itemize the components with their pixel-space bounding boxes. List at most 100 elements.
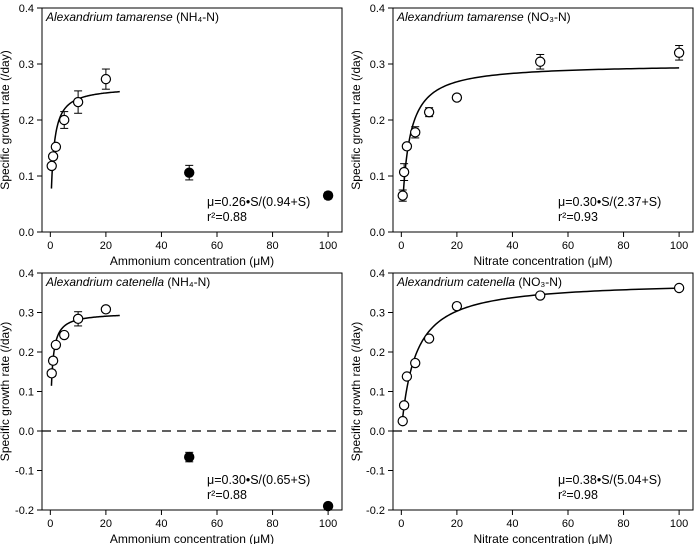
y-tick-label: 0.4 — [19, 268, 34, 280]
panel-title-nutrient: (NO₃-N) — [524, 10, 571, 24]
x-tick-label: 100 — [319, 240, 337, 252]
y-axis-label: Specific growth rate (/day) — [349, 50, 363, 189]
data-point-open — [410, 357, 421, 369]
y-tick-label: 0.0 — [19, 227, 34, 239]
data-point-filled — [322, 500, 334, 512]
y-tick-label: 0.3 — [19, 308, 34, 320]
data-point-open — [535, 56, 546, 67]
y-tick-label: 0.4 — [370, 3, 385, 15]
data-point-filled — [184, 167, 195, 178]
y-tick-label: 0.1 — [19, 171, 34, 183]
panel-title-species: Alexandrium catenella — [396, 275, 515, 289]
y-tick-label: 0.3 — [19, 59, 34, 71]
data-point-open — [410, 127, 421, 138]
data-point-open — [50, 141, 62, 153]
chart-panel-2: 0 20 40 60 80 100 0.0 0.1 0.2 0.3 0.4 Nitrate conce… — [349, 3, 694, 268]
x-tick-label: 80 — [617, 518, 629, 530]
x-tick-label: 80 — [617, 240, 629, 252]
panel-title-nutrient: (NO₃-N) — [515, 275, 562, 289]
data-point-filled — [184, 451, 195, 463]
x-tick-label: 20 — [100, 240, 112, 252]
y-tick-label: 0.4 — [19, 3, 34, 15]
panel-title-species: Alexandrium tamarense — [396, 10, 524, 24]
data-point-open — [398, 400, 410, 411]
data-point-open — [673, 47, 685, 59]
y-tick-label: 0.0 — [370, 426, 385, 438]
x-tick-label: 0 — [47, 518, 53, 530]
panel-title-species: Alexandrium catenella — [45, 275, 164, 289]
data-point-open — [100, 304, 112, 315]
fit-equation: μ=0.30•S/(2.37+S) — [558, 195, 661, 209]
chart-panel-1: 0 20 40 60 80 100 0.0 0.1 0.2 0.3 0.4 Ammonium conc… — [0, 3, 343, 268]
data-point-open — [59, 114, 70, 126]
x-tick-label: 0 — [47, 240, 53, 252]
x-tick-label: 80 — [266, 518, 278, 530]
panel-title: Alexandrium catenella (NH₄-N) — [45, 275, 210, 289]
panel-title: Alexandrium catenella (NO₃-N) — [396, 275, 562, 289]
y-tick-label: 0.0 — [19, 426, 34, 438]
data-point-open — [100, 73, 112, 85]
x-tick-label: 40 — [506, 240, 518, 252]
fit-equation: μ=0.30•S/(0.65+S) — [207, 473, 310, 487]
y-tick-label: 0.2 — [19, 115, 34, 127]
data-point-open — [451, 92, 463, 103]
x-tick-label: 0 — [398, 240, 404, 252]
x-axis-label: Ammonium concentration (μM) — [110, 532, 274, 544]
x-tick-label: 40 — [506, 518, 518, 530]
data-point-open — [423, 106, 435, 118]
data-point-open — [46, 160, 57, 172]
fit-equation: μ=0.38•S/(5.04+S) — [558, 473, 661, 487]
y-axis-label: Specific growth rate (/day) — [349, 322, 363, 461]
fit-r-squared: r²=0.93 — [558, 210, 598, 224]
x-tick-label: 60 — [562, 240, 574, 252]
x-axis-label: Nitrate concentration (μM) — [474, 254, 613, 268]
data-point-open — [451, 300, 463, 312]
data-point-open — [46, 368, 57, 379]
chart-panel-4: 0 20 40 60 80 100 -0.2 -0.1 0.0 0.1 0.2 0.3 0.4 Nitra… — [349, 268, 694, 544]
fit-curve — [402, 67, 680, 199]
x-tick-label: 100 — [319, 518, 337, 530]
fit-r-squared: r²=0.98 — [558, 488, 598, 502]
x-tick-label: 20 — [451, 240, 463, 252]
x-tick-label: 60 — [211, 518, 223, 530]
chart-panel-3: 0 20 40 60 80 100 -0.2 -0.1 0.0 0.1 0.2 0.3 0.4 Ammon… — [0, 268, 343, 544]
data-point-open — [59, 329, 70, 341]
y-axis-label: Specific growth rate (/day) — [0, 50, 12, 189]
panel-title-species: Alexandrium tamarense — [45, 10, 173, 24]
y-tick-label: 0.2 — [19, 347, 34, 359]
x-tick-label: 20 — [100, 518, 112, 530]
x-tick-label: 100 — [670, 240, 688, 252]
y-tick-label: -0.2 — [366, 505, 385, 517]
fit-curve — [50, 90, 120, 189]
y-tick-label: 0.1 — [370, 171, 385, 183]
data-point-open — [72, 313, 84, 325]
y-tick-label: 0.4 — [370, 268, 385, 280]
fit-curve — [401, 287, 680, 426]
y-tick-label: 0.0 — [370, 227, 385, 239]
panel-title: Alexandrium tamarense (NO₃-N) — [396, 10, 571, 24]
y-tick-label: -0.1 — [366, 466, 385, 478]
data-point-open — [401, 371, 413, 382]
y-axis-label: Specific growth rate (/day) — [0, 322, 12, 461]
data-point-open — [673, 282, 685, 294]
x-tick-label: 100 — [670, 518, 688, 530]
x-tick-label: 80 — [266, 240, 278, 252]
data-point-open — [535, 290, 546, 301]
data-point-open — [47, 355, 59, 366]
data-point-open — [397, 415, 408, 427]
x-tick-label: 40 — [155, 240, 167, 252]
x-tick-label: 60 — [211, 240, 223, 252]
x-tick-label: 20 — [451, 518, 463, 530]
x-axis-label: Nitrate concentration (μM) — [474, 532, 613, 544]
data-point-open — [50, 339, 62, 351]
y-tick-label: 0.2 — [370, 347, 385, 359]
fit-r-squared: r²=0.88 — [207, 210, 247, 224]
y-tick-label: 0.2 — [370, 115, 385, 127]
x-axis-label: Ammonium concentration (μM) — [110, 254, 274, 268]
data-point-open — [401, 141, 413, 152]
fit-curve — [50, 314, 120, 386]
y-tick-label: 0.1 — [19, 387, 34, 399]
x-tick-label: 40 — [155, 518, 167, 530]
y-tick-label: -0.1 — [15, 466, 34, 478]
